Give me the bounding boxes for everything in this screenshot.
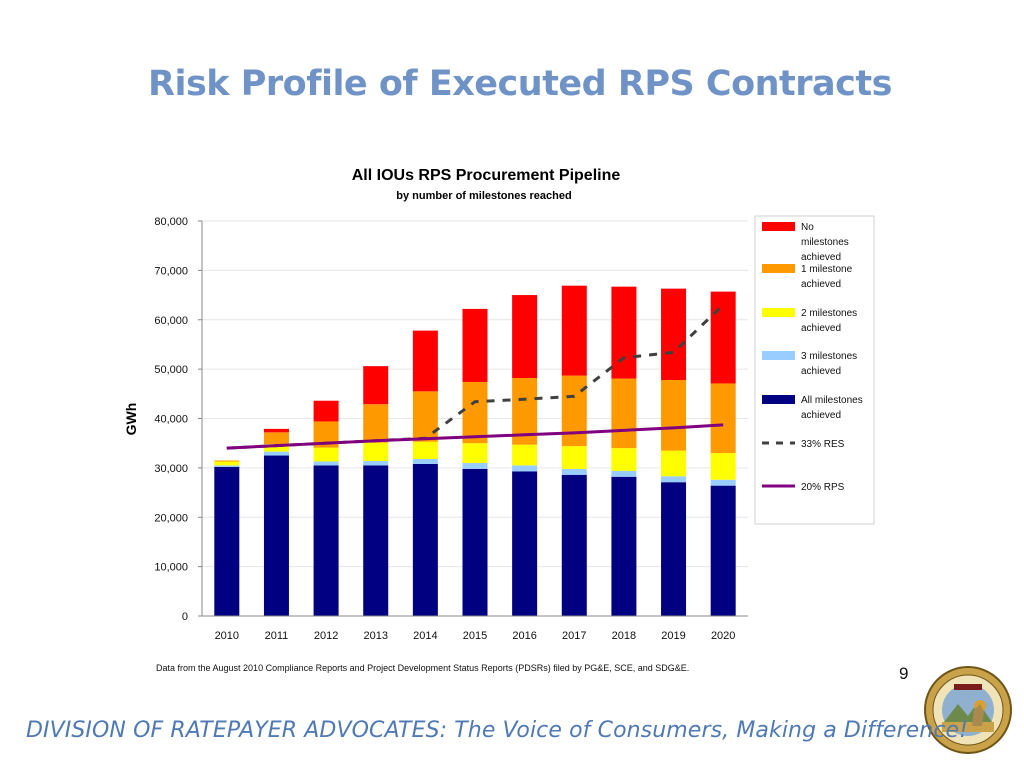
legend-label: 3 milestones achieved (801, 351, 857, 377)
bar-segment (214, 465, 240, 467)
slide-title: Risk Profile of Executed RPS Contracts (148, 64, 892, 104)
bar-segment (412, 391, 438, 442)
bar-segment (661, 288, 687, 380)
bar-segment (611, 378, 637, 449)
bar-segment (263, 444, 289, 452)
bar-segment (611, 448, 637, 471)
bar-segment (561, 375, 587, 447)
bar-segment (263, 455, 289, 616)
x-tick-label: 2010 (215, 630, 239, 642)
y-tick-label: 70,000 (154, 265, 188, 277)
bar-segment (313, 400, 339, 422)
bar-segment (313, 461, 339, 466)
legend-swatch (762, 264, 795, 273)
bar-segment (313, 447, 339, 462)
bar-segment (561, 468, 587, 475)
bar-segment (710, 383, 736, 454)
legend-label: All milestones achieved (801, 395, 863, 421)
bar-segment (412, 463, 438, 616)
bar-segment (313, 465, 339, 616)
bar-segment (710, 485, 736, 616)
bar-segment (512, 444, 538, 466)
cpuc-seal-logo (924, 666, 1012, 754)
bar-segment (363, 442, 389, 461)
bar-segment (661, 482, 687, 616)
bar-segment (462, 462, 488, 469)
bar-segment (561, 474, 587, 616)
bar-segment (412, 441, 438, 459)
legend-swatch (762, 395, 795, 404)
x-axis-ticks: 2010 2011 2012 2013 2014 2015 2016 2017 2018 2019… (215, 630, 736, 642)
bar-segment (412, 458, 438, 464)
bar-segment (512, 471, 538, 616)
bar-segment (661, 476, 687, 483)
bar-segment (710, 291, 736, 384)
bar-segment (363, 465, 389, 616)
x-tick-label: 2014 (413, 630, 437, 642)
bar-segment (263, 451, 289, 456)
footer-banner: DIVISION OF RATEPAYER ADVOCATES: The Voi… (26, 718, 969, 743)
bar-segment (561, 446, 587, 469)
legend-label: 1 milestone achieved (801, 264, 853, 290)
bar-segment (611, 286, 637, 379)
chart-title: All IOUs RPS Procurement Pipeline (352, 167, 621, 184)
bar-segment (462, 308, 488, 382)
legend-swatch (762, 308, 795, 317)
y-tick-label: 20,000 (154, 512, 188, 524)
bar-segment (661, 379, 687, 451)
y-tick-label: 40,000 (154, 414, 188, 426)
source-note: Data from the August 2010 Compliance Rep… (156, 663, 690, 673)
x-tick-label: 2018 (612, 630, 636, 642)
x-tick-label: 2012 (314, 630, 338, 642)
bar-segment (363, 404, 389, 443)
bar-segment (412, 330, 438, 392)
bar-segment (611, 470, 637, 477)
x-tick-label: 2013 (363, 630, 387, 642)
chart-subtitle: by number of milestones reached (396, 190, 571, 202)
legend-label: 20% RPS (801, 482, 845, 493)
bar-segment (214, 460, 240, 462)
reference-lines (226, 303, 725, 450)
legend-label: 2 milestones achieved (801, 308, 857, 334)
y-tick-label: 80,000 (154, 216, 188, 228)
bar-segment (462, 443, 488, 463)
bar-segment (661, 450, 687, 477)
x-tick-label: 2011 (265, 630, 289, 642)
y-tick-label: 50,000 (154, 364, 188, 376)
rps-20-line (226, 423, 724, 450)
bar-segment (611, 476, 637, 616)
bar-segment (263, 428, 289, 433)
bar-segment (363, 366, 389, 405)
bar-segment (462, 468, 488, 616)
x-tick-label: 2016 (512, 630, 536, 642)
legend-swatch (762, 351, 795, 360)
bar-segment (263, 432, 289, 445)
bar-segment (561, 285, 587, 376)
y-tick-label: 60,000 (154, 315, 188, 327)
y-axis-label: GWh (123, 403, 139, 436)
stacked-bars (214, 285, 736, 616)
y-tick-label: 0 (182, 611, 188, 623)
legend-label: 33% RES (801, 439, 845, 450)
y-axis-ticks: 0 10,000 20,000 30,000 40,000 50,000 60,000 70,… (154, 216, 202, 623)
legend-swatch (762, 222, 795, 231)
bar-segment (710, 479, 736, 486)
bar-segment (214, 461, 240, 466)
bar-segment (462, 381, 488, 444)
y-tick-label: 30,000 (154, 463, 188, 475)
bar-segment (214, 466, 240, 616)
bar-segment (512, 295, 538, 379)
bar-segment (363, 460, 389, 466)
x-tick-label: 2020 (711, 630, 735, 642)
pipeline-chart: All IOUs RPS Procurement Pipeline by num… (123, 167, 875, 642)
bar-segment (512, 465, 538, 472)
page-number: 9 (899, 664, 909, 683)
x-tick-label: 2017 (562, 630, 586, 642)
x-tick-label: 2015 (463, 630, 487, 642)
legend-label: No milestones achieved (801, 222, 849, 263)
bar-segment (710, 453, 736, 480)
x-tick-label: 2019 (661, 630, 685, 642)
y-tick-label: 10,000 (154, 562, 188, 574)
